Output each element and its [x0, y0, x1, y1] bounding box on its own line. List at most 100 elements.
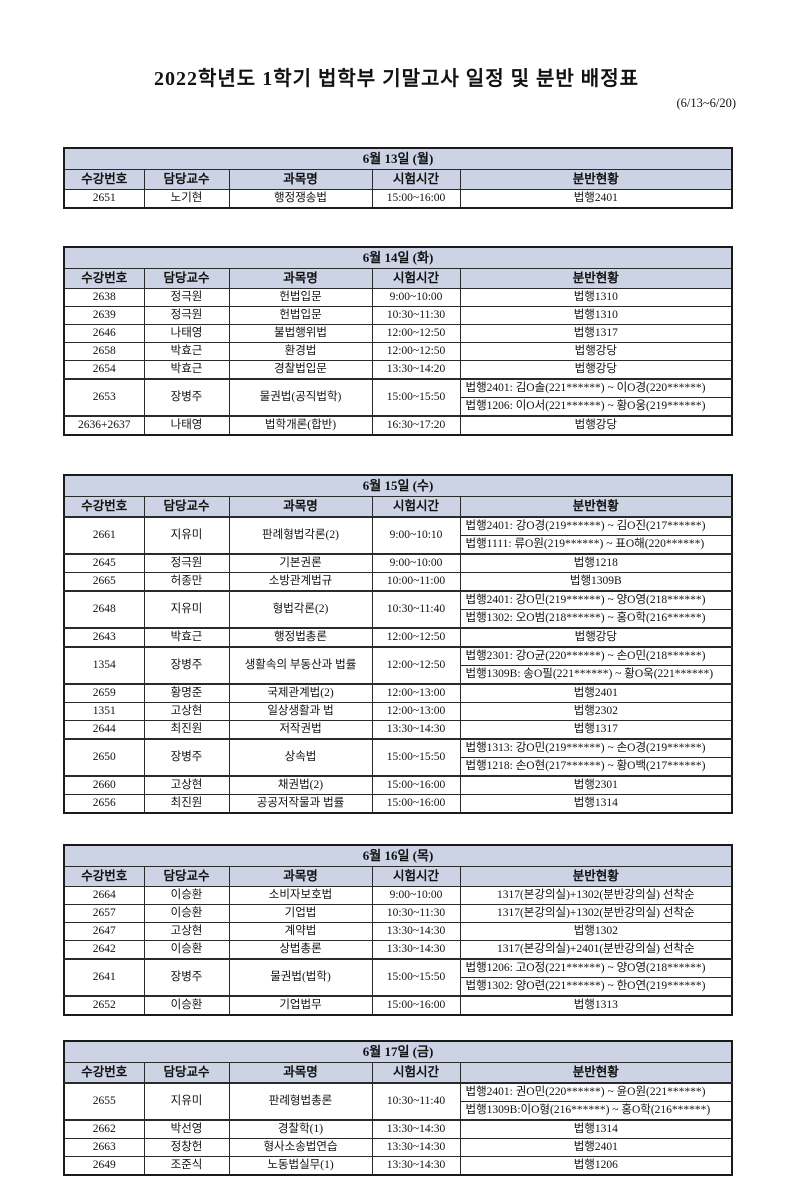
cell-professor: 장병주	[143, 378, 230, 417]
table-row: 2660 고상현 채권법(2) 15:00~16:00 법행2301	[63, 775, 733, 795]
cell-assignment: 1317(본강의실)+1302(분반강의실) 선착순	[459, 904, 733, 923]
cell-assignment: 법행1317	[459, 324, 733, 343]
column-header: 과목명	[228, 268, 373, 289]
cell-professor: 박효근	[143, 360, 230, 380]
cell-course-no: 2653	[63, 378, 145, 417]
cell-time: 9:00~10:00	[371, 886, 461, 905]
column-header: 과목명	[228, 496, 373, 518]
cell-course-no: 2663	[63, 1138, 145, 1157]
column-header: 분반현황	[459, 866, 733, 887]
cell-professor: 최진원	[143, 720, 230, 740]
column-header-row: 수강번호 담당교수 과목명 시험시간 분반현황	[63, 866, 733, 887]
table-date: 6월 15일 (수)	[63, 474, 733, 497]
cell-course-no: 2639	[63, 306, 145, 325]
cell-time: 12:00~12:50	[371, 646, 461, 685]
column-header: 분반현황	[459, 1062, 733, 1084]
cell-assignment: 법행1310	[459, 288, 733, 307]
cell-assignment: 법행1313: 강O민(219******) ~ 손O경(219******)	[459, 738, 733, 758]
cell-subject: 계약법	[228, 922, 373, 941]
cell-time: 15:00~16:00	[371, 189, 461, 209]
cell-professor: 이승환	[143, 904, 230, 923]
date-header-row: 6월 13일 (월)	[63, 147, 733, 170]
cell-professor: 지유미	[143, 516, 230, 555]
table-row: 2661 지유미 판례형법각론(2) 9:00~10:10 법행2401: 강O경(21…	[63, 516, 733, 555]
cell-professor: 나태영	[143, 324, 230, 343]
table-row-assignment-2: 법행1302: 양O련(221******) ~ 한O연(219******)	[64, 977, 733, 997]
cell-time: 12:00~13:00	[371, 683, 461, 703]
column-header: 담당교수	[143, 169, 230, 190]
day-table: 6월 14일 (화) 수강번호 담당교수 과목명 시험시간 분반현황 2638 정극원 헌법입문…	[63, 246, 734, 436]
cell-subject: 행정법총론	[228, 627, 373, 648]
cell-assignment: 법행1111: 류O원(219******) ~ 표O해(220******)	[459, 535, 733, 555]
table-row: 2653 장병주 물권법(공직법학) 15:00~15:50 법행2401: 김O솔(2…	[63, 378, 733, 417]
cell-time: 10:30~11:40	[371, 1082, 461, 1121]
cell-course-no: 2662	[63, 1119, 145, 1139]
cell-professor: 나태영	[143, 415, 230, 436]
table-row: 2636+2637 나태영 법학개론(합반) 16:30~17:20 법행강당	[63, 415, 733, 436]
cell-time: 15:00~16:00	[371, 775, 461, 795]
cell-assignment: 법행1309B: 송O필(221******) ~ 황O욱(221******)	[459, 665, 733, 685]
table-row: 1351 고상현 일상생활과 법 12:00~13:00 법행2302	[63, 702, 733, 721]
cell-course-no: 2647	[63, 922, 145, 941]
cell-time: 15:00~16:00	[371, 794, 461, 814]
cell-subject: 기본권론	[228, 553, 373, 573]
cell-professor: 허종만	[143, 572, 230, 592]
column-header: 수강번호	[63, 169, 145, 190]
table-row: 1354 장병주 생활속의 부동산과 법률 12:00~12:50 법행2301: 강O…	[63, 646, 733, 685]
cell-subject: 헌법입문	[228, 306, 373, 325]
cell-subject: 형법각론(2)	[228, 590, 373, 629]
cell-assignment: 법행2401: 김O솔(221******) ~ 이O경(220******)	[459, 378, 733, 398]
cell-assignment: 1317(본강의실)+2401(분반강의실) 선착순	[459, 940, 733, 960]
date-header-row: 6월 15일 (수)	[63, 474, 733, 497]
column-header: 과목명	[228, 169, 373, 190]
cell-time: 13:30~14:30	[371, 1119, 461, 1139]
cell-professor: 이승환	[143, 940, 230, 960]
cell-subject: 형사소송법연습	[228, 1138, 373, 1157]
cell-professor: 정창헌	[143, 1138, 230, 1157]
cell-subject: 경찰학(1)	[228, 1119, 373, 1139]
page-title: 2022학년도 1학기 법학부 기말고사 일정 및 분반 배정표	[154, 68, 639, 90]
table-row: 2648 지유미 형법각론(2) 10:30~11:40 법행2401: 강O민(219…	[63, 590, 733, 629]
column-header: 과목명	[228, 866, 373, 887]
cell-course-no: 2643	[63, 627, 145, 648]
cell-course-no: 2661	[63, 516, 145, 555]
cell-subject: 헌법입문	[228, 288, 373, 307]
cell-course-no: 2645	[63, 553, 145, 573]
table-row: 2639 정극원 헌법입문 10:30~11:30 법행1310	[63, 306, 733, 325]
table-row: 2650 장병주 상속법 15:00~15:50 법행1313: 강O민(219****…	[63, 738, 733, 777]
column-header: 시험시간	[371, 1062, 461, 1084]
cell-subject: 저작권법	[228, 720, 373, 740]
cell-time: 12:00~13:00	[371, 702, 461, 721]
column-header: 시험시간	[371, 268, 461, 289]
table-row: 2643 박효근 행정법총론 12:00~12:50 법행강당	[63, 627, 733, 648]
cell-time: 15:00~15:50	[371, 958, 461, 997]
cell-subject: 일상생활과 법	[228, 702, 373, 721]
table-row: 2665 허종만 소방관계법규 10:00~11:00 법행1309B	[63, 572, 733, 592]
cell-time: 13:30~14:30	[371, 1156, 461, 1176]
cell-assignment: 법행1302: 오O범(218******) ~ 홍O학(216******)	[459, 609, 733, 629]
column-header: 시험시간	[371, 169, 461, 190]
cell-time: 9:00~10:00	[371, 553, 461, 573]
table-row-assignment-2: 법행1111: 류O원(219******) ~ 표O해(220******)	[64, 535, 733, 555]
cell-assignment: 법행강당	[459, 360, 733, 380]
cell-time: 13:30~14:30	[371, 720, 461, 740]
table-row-assignment-2: 법행1309B: 송O필(221******) ~ 황O욱(221******)	[64, 665, 733, 685]
cell-time: 12:00~12:50	[371, 627, 461, 648]
cell-assignment: 법행2302	[459, 702, 733, 721]
cell-assignment: 법행2401	[459, 189, 733, 209]
cell-subject: 법학개론(합반)	[228, 415, 373, 436]
cell-course-no: 2657	[63, 904, 145, 923]
cell-time: 10:30~11:30	[371, 306, 461, 325]
column-header: 담당교수	[143, 1062, 230, 1084]
cell-subject: 기업법무	[228, 995, 373, 1016]
cell-subject: 상법총론	[228, 940, 373, 960]
day-table: 6월 17일 (금) 수강번호 담당교수 과목명 시험시간 분반현황 2655 지유미 판례형법…	[63, 1040, 734, 1176]
day-table: 6월 15일 (수) 수강번호 담당교수 과목명 시험시간 분반현황 2661 지유미 판례형법…	[63, 474, 734, 814]
column-header: 수강번호	[63, 496, 145, 518]
cell-time: 12:00~12:50	[371, 324, 461, 343]
cell-subject: 행정쟁송법	[228, 189, 373, 209]
cell-time: 9:00~10:10	[371, 516, 461, 555]
column-header-row: 수강번호 담당교수 과목명 시험시간 분반현황	[63, 169, 733, 190]
date-header-row: 6월 16일 (목)	[63, 844, 733, 867]
table-date: 6월 13일 (월)	[63, 147, 733, 170]
